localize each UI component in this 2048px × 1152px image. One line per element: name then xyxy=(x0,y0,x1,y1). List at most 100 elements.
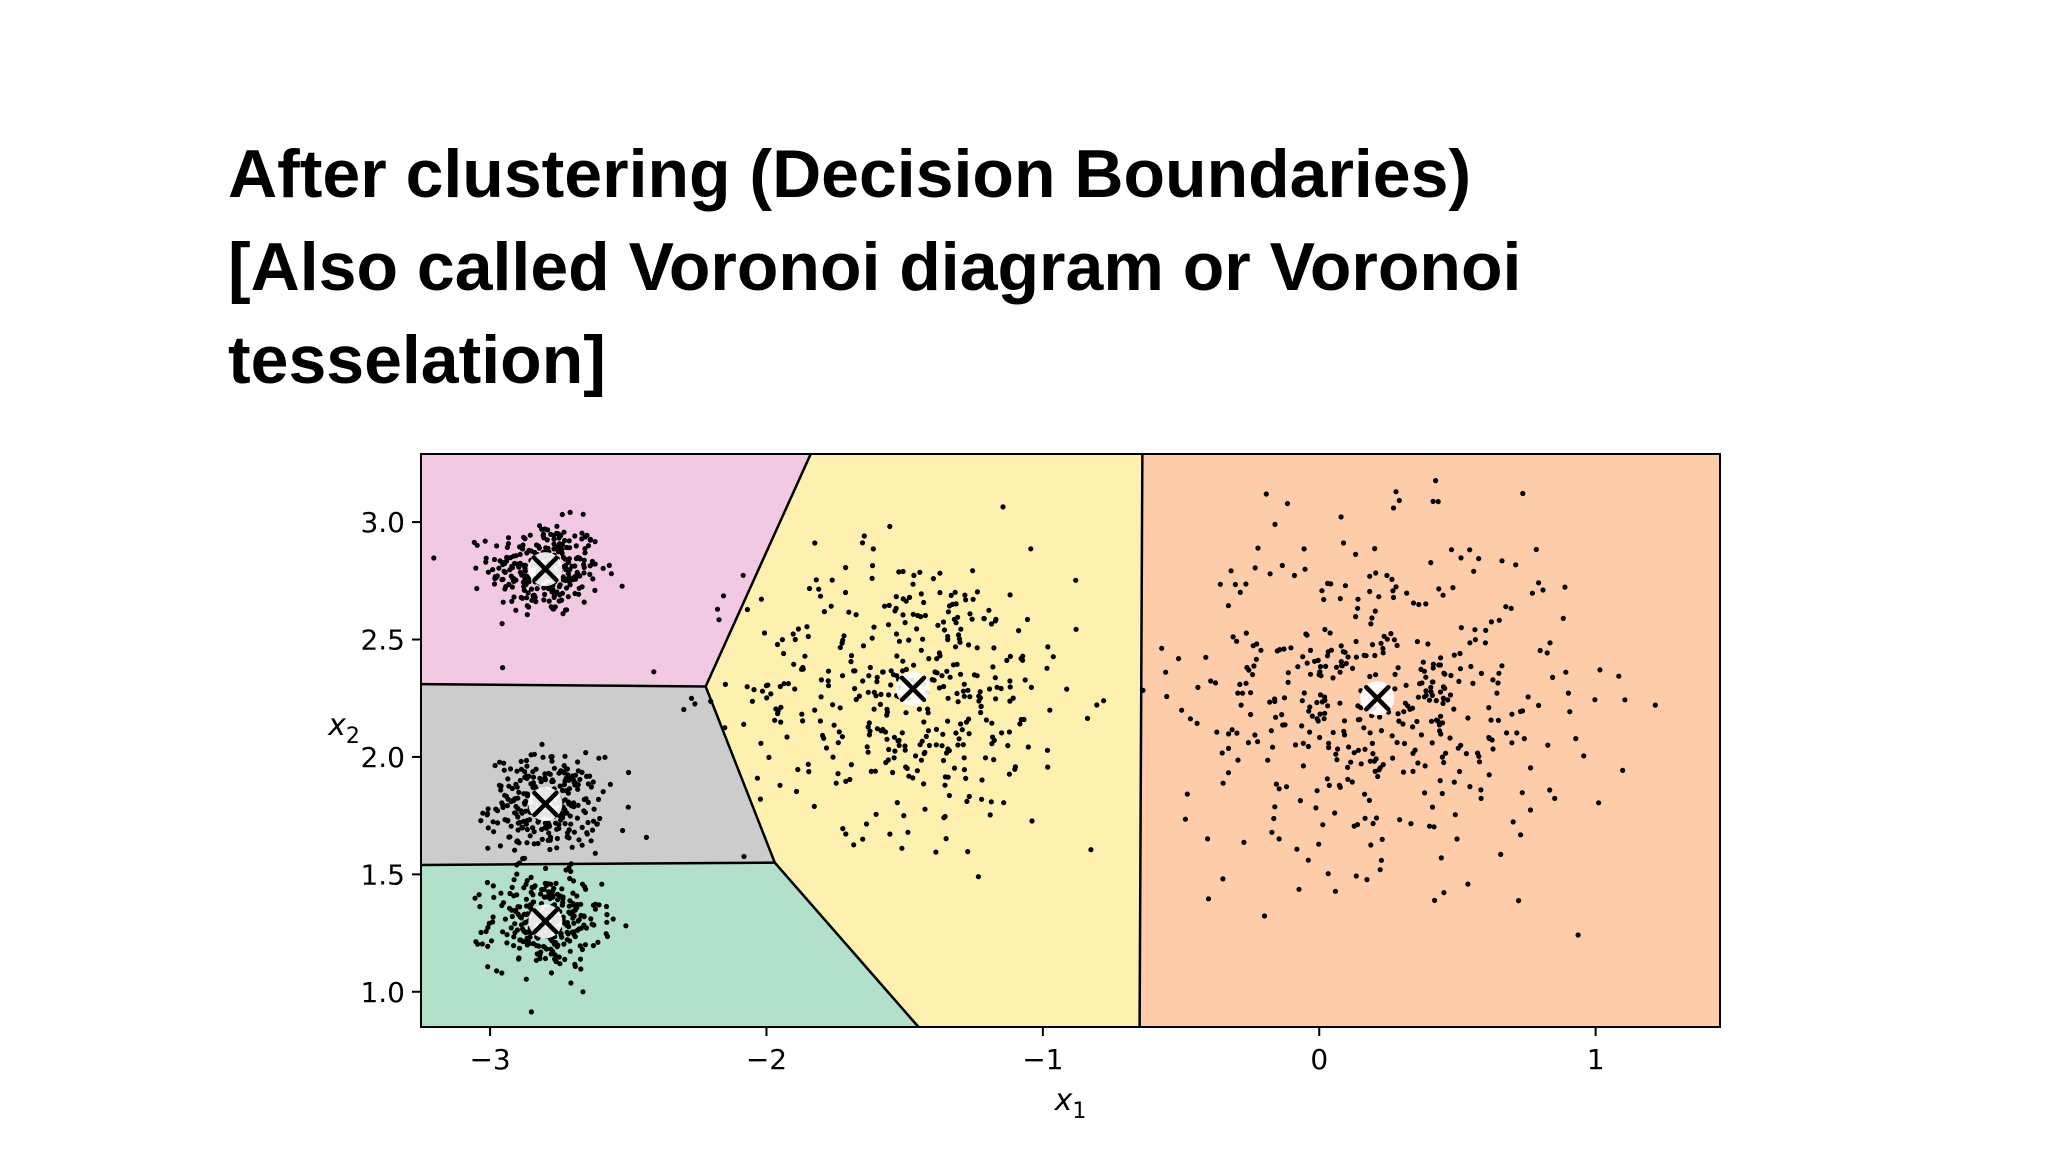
data-point xyxy=(1410,768,1416,775)
data-point xyxy=(1303,631,1309,637)
boundary-line-4 xyxy=(420,861,775,867)
data-point xyxy=(1408,821,1414,827)
data-point xyxy=(922,612,929,619)
data-point xyxy=(1429,740,1435,746)
data-point xyxy=(1488,619,1494,625)
data-point xyxy=(1357,716,1363,723)
data-point xyxy=(977,689,983,695)
data-point xyxy=(1418,732,1424,738)
data-point xyxy=(749,698,756,704)
data-point xyxy=(541,597,547,603)
data-point xyxy=(1423,674,1429,680)
data-point xyxy=(1392,686,1398,692)
data-point xyxy=(570,900,576,907)
data-point xyxy=(511,810,518,816)
data-point xyxy=(1237,589,1243,596)
data-point xyxy=(933,849,939,855)
data-point xyxy=(843,778,849,784)
data-point xyxy=(920,636,926,642)
data-point xyxy=(990,664,996,670)
data-point xyxy=(1324,776,1330,782)
data-point xyxy=(911,572,917,579)
data-point xyxy=(572,780,579,786)
data-point xyxy=(513,908,519,915)
data-point xyxy=(1265,757,1271,763)
data-point xyxy=(967,611,973,617)
data-point xyxy=(494,968,500,974)
data-point xyxy=(1326,744,1332,751)
data-point xyxy=(505,535,512,541)
data-point xyxy=(591,922,597,928)
data-point xyxy=(1028,546,1034,552)
data-point xyxy=(790,631,796,637)
data-point xyxy=(1433,478,1439,484)
data-point xyxy=(561,782,568,788)
data-point xyxy=(608,571,615,577)
data-point xyxy=(1451,779,1457,785)
data-point xyxy=(1441,890,1447,896)
data-point xyxy=(817,718,824,724)
data-point xyxy=(501,760,507,766)
data-point xyxy=(851,842,857,848)
data-point xyxy=(1346,744,1352,750)
data-point xyxy=(519,810,525,816)
data-point xyxy=(506,783,512,789)
data-point xyxy=(1416,601,1422,608)
data-point xyxy=(517,544,523,550)
data-point xyxy=(1573,736,1579,742)
data-point xyxy=(504,940,510,946)
data-point xyxy=(643,834,650,841)
data-point xyxy=(619,583,625,589)
y-tick-label: 1.0 xyxy=(360,976,405,1009)
data-point xyxy=(1355,747,1361,753)
data-point xyxy=(1390,594,1397,601)
data-point xyxy=(1243,680,1249,686)
data-point xyxy=(991,757,997,763)
data-point xyxy=(581,564,587,571)
data-point xyxy=(853,696,859,703)
data-point xyxy=(1373,570,1379,576)
data-point xyxy=(1496,617,1502,623)
data-point xyxy=(1288,645,1294,651)
data-point xyxy=(590,902,597,908)
data-point xyxy=(549,589,555,595)
data-point xyxy=(548,834,554,841)
data-point xyxy=(1366,797,1372,804)
data-point xyxy=(785,681,792,687)
data-point xyxy=(1268,728,1274,734)
data-point xyxy=(764,695,770,701)
data-point xyxy=(923,733,929,740)
data-point xyxy=(799,711,805,717)
data-point xyxy=(936,650,943,656)
data-point xyxy=(522,769,528,775)
data-point xyxy=(1332,810,1338,816)
data-point xyxy=(1372,768,1378,775)
data-point xyxy=(942,774,949,780)
data-point xyxy=(1029,818,1035,824)
data-point xyxy=(602,754,608,760)
data-point xyxy=(1299,698,1305,704)
data-point xyxy=(1006,729,1013,735)
data-point xyxy=(837,644,843,651)
data-point xyxy=(1301,546,1307,552)
data-point xyxy=(576,837,582,843)
data-point xyxy=(582,942,589,948)
data-point xyxy=(583,750,589,756)
data-point xyxy=(1348,759,1354,765)
data-point xyxy=(553,880,559,887)
data-point xyxy=(1420,659,1426,665)
data-point xyxy=(1022,677,1028,683)
data-point xyxy=(958,626,964,632)
data-point xyxy=(500,929,506,935)
data-point xyxy=(751,687,757,693)
data-point xyxy=(590,943,597,949)
data-point xyxy=(921,781,927,787)
data-point xyxy=(542,526,548,532)
data-point xyxy=(1301,690,1307,696)
data-point xyxy=(577,776,583,783)
data-point xyxy=(866,673,872,679)
data-point xyxy=(560,787,566,794)
data-point xyxy=(527,532,533,538)
data-point xyxy=(978,709,984,716)
data-point xyxy=(945,633,951,640)
